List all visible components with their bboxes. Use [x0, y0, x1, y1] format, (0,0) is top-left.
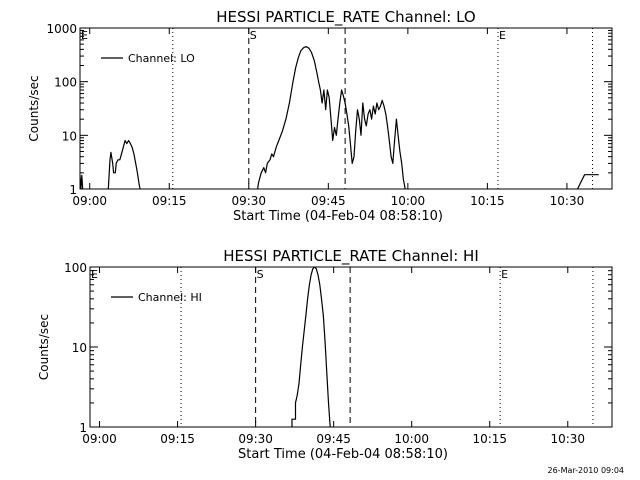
x-tick-label: 10:30 [550, 432, 585, 446]
x-tick-label: 09:30 [238, 432, 273, 446]
x-tick-label: 09:45 [311, 194, 346, 208]
x-axis-label: Start Time (04-Feb-04 08:58:10) [233, 209, 443, 224]
footer-date: 26-Mar-2010 09:04 [548, 466, 625, 475]
x-tick-label: 10:15 [472, 432, 507, 446]
event-marker-label: E [499, 29, 506, 42]
series-line-segment [576, 174, 599, 190]
y-tick-label: 10 [62, 129, 77, 143]
x-tick-label: 10:00 [391, 194, 426, 208]
legend-label: Channel: LO [128, 52, 195, 65]
y-tick-label: 1 [69, 183, 77, 197]
event-marker-label: S [257, 268, 264, 281]
x-tick-label: 09:15 [160, 432, 195, 446]
x-tick-label: 09:15 [152, 194, 187, 208]
series-line-segment [79, 174, 84, 190]
y-tick-label: 100 [64, 261, 87, 275]
panel-lo: HESSI PARTICLE_RATE Channel: LO 09:00 09:1… [27, 8, 613, 224]
chart-title: HESSI PARTICLE_RATE Channel: LO [216, 8, 475, 27]
event-marker-label: E [91, 268, 98, 281]
x-axis-label: Start Time (04-Feb-04 08:58:10) [238, 447, 448, 462]
x-tick-label: 10:00 [394, 432, 429, 446]
legend-label: Channel: HI [138, 291, 202, 304]
series-line-segment [291, 266, 331, 428]
y-axis-label: Counts/sec [27, 75, 41, 141]
series-line-segment [257, 45, 406, 190]
event-marker-label: E [501, 268, 508, 281]
event-marker-label: S [250, 29, 257, 42]
event-marker-label: E [81, 29, 88, 42]
x-tick-label: 09:30 [231, 194, 266, 208]
x-tick-label: 10:15 [470, 194, 505, 208]
x-tick-label: 09:00 [82, 432, 117, 446]
x-tick-label: 09:00 [72, 194, 107, 208]
y-tick-label: 10 [72, 341, 87, 355]
x-tick-label: 10:30 [550, 194, 585, 208]
y-tick-label: 100 [54, 76, 77, 90]
chart-title: HESSI PARTICLE_RATE Channel: HI [223, 247, 479, 266]
y-tick-label: 1 [79, 421, 87, 435]
x-tick-label: 09:45 [316, 432, 351, 446]
y-axis-label: Counts/sec [37, 314, 51, 380]
y-tick-label: 1000 [46, 22, 77, 36]
series-line-segment [107, 139, 141, 190]
panel-hi: HESSI PARTICLE_RATE Channel: HI 09:00 09:1… [37, 247, 613, 462]
